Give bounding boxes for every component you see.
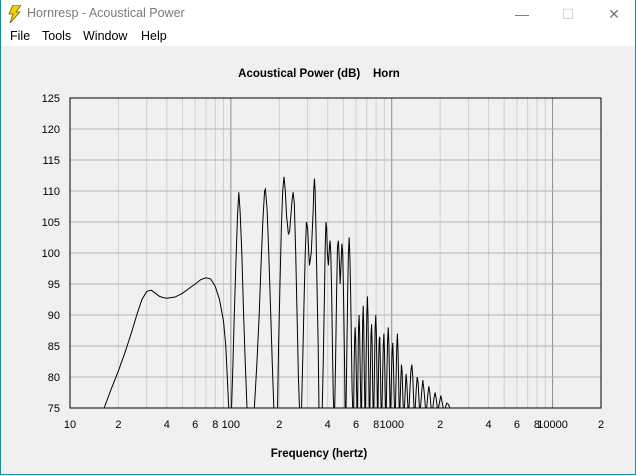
y-tick-label: 125 [42, 93, 60, 105]
chart-area [1, 46, 635, 474]
x-tick-label: 4 [164, 419, 170, 431]
series-line [103, 176, 451, 409]
x-tick-label: 8 [212, 419, 218, 431]
maximize-button[interactable]: ☐ [561, 6, 575, 22]
chart-title: Acoustical Power (dB) Horn [238, 68, 400, 80]
y-tick-label: 110 [42, 186, 60, 198]
plot-frame [69, 97, 602, 409]
y-tick-label: 90 [48, 310, 60, 322]
x-tick-label: 4 [486, 419, 492, 431]
y-tick-label: 115 [42, 155, 60, 167]
x-axis-label: Frequency (hertz) [271, 448, 368, 460]
lightning-bolt-icon [8, 5, 22, 23]
x-tick-label: 1000 [379, 419, 403, 431]
minimize-button[interactable]: — [515, 6, 529, 22]
window-title: Hornresp - Acoustical Power [27, 6, 185, 20]
x-tick-label: 4 [325, 419, 331, 431]
y-tick-label: 105 [42, 217, 60, 229]
y-tick-label: 120 [42, 124, 60, 136]
x-tick-label: 6 [192, 419, 198, 431]
x-tick-label: 6 [514, 419, 520, 431]
menu-help[interactable]: Help [141, 29, 167, 43]
x-tick-label: 2 [115, 419, 121, 431]
menu-bar: File Tools Window Help [1, 28, 635, 46]
x-tick-label: 6 [353, 419, 359, 431]
x-tick-label: 100 [222, 419, 240, 431]
title-bar[interactable]: Hornresp - Acoustical Power — ☐ ✕ [1, 0, 635, 28]
y-tick-label: 100 [42, 248, 60, 260]
menu-file[interactable]: File [10, 29, 31, 43]
menu-tools[interactable]: Tools [42, 29, 72, 43]
y-axis: 75 80 85 90 95 100 105 110 115 120 125 [42, 93, 60, 415]
chart-grid [70, 98, 601, 408]
y-tick-label: 95 [48, 279, 60, 291]
x-tick-label: 2 [598, 419, 604, 431]
y-tick-label: 80 [48, 372, 60, 384]
x-tick-label: 8 [373, 419, 379, 431]
close-button[interactable]: ✕ [608, 6, 620, 22]
x-tick-label: 10 [64, 419, 76, 431]
x-tick-label: 8 [534, 419, 540, 431]
x-tick-label: 2 [437, 419, 443, 431]
acoustical-power-chart: Acoustical Power (dB) Horn 75 80 85 90 95 100… [42, 68, 604, 460]
x-tick-label: 2 [276, 419, 282, 431]
y-tick-label: 75 [48, 403, 60, 415]
y-tick-label: 85 [48, 341, 60, 353]
menu-window[interactable]: Window [83, 29, 128, 43]
x-tick-label: 10000 [537, 419, 568, 431]
